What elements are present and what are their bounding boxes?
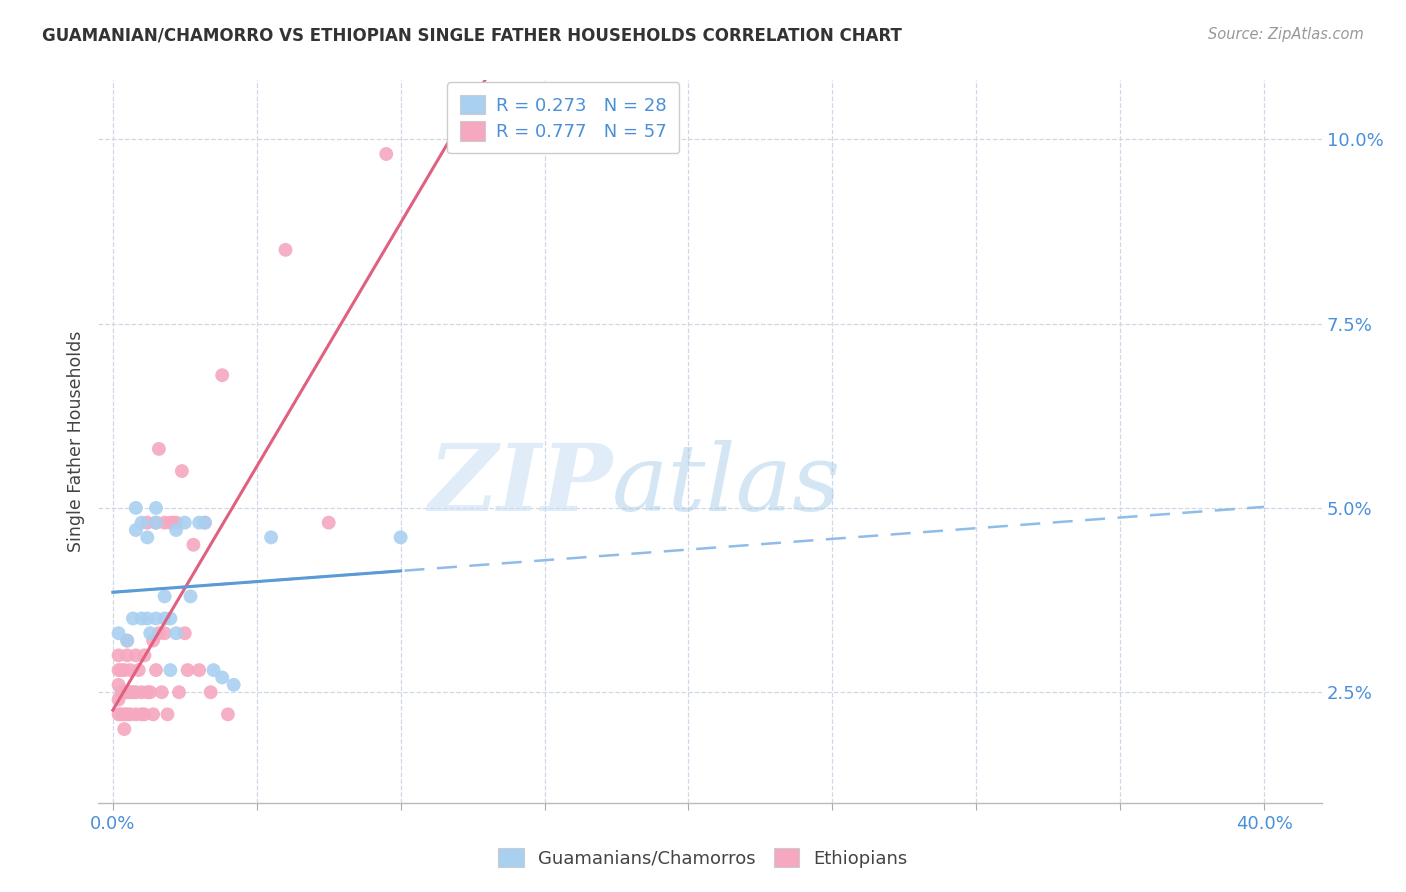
Point (167, 685, 190, 699)
Point (150, 685, 173, 699)
Point (260, 530, 283, 544)
Point (128, 663, 150, 677)
Point (222, 678, 245, 692)
Point (211, 670, 233, 684)
Point (217, 707, 239, 722)
Point (202, 663, 225, 677)
Point (112, 685, 135, 699)
Point (131, 516, 153, 530)
Point (142, 707, 165, 722)
Point (148, 626, 170, 640)
Point (375, 147, 398, 161)
Point (107, 626, 129, 640)
Point (156, 707, 179, 722)
Point (318, 516, 340, 530)
Point (211, 368, 233, 383)
Point (125, 648, 148, 663)
Point (131, 707, 153, 722)
Point (139, 626, 162, 640)
Point (131, 685, 153, 699)
Point (145, 516, 167, 530)
Point (153, 611, 176, 625)
Point (107, 663, 129, 677)
Text: atlas: atlas (612, 440, 842, 530)
Point (112, 722, 135, 736)
Point (176, 663, 198, 677)
Point (165, 516, 187, 530)
Point (188, 663, 211, 677)
Point (110, 663, 132, 677)
Point (134, 707, 156, 722)
Point (136, 530, 159, 544)
Point (170, 464, 193, 478)
Point (107, 707, 129, 722)
Text: Source: ZipAtlas.com: Source: ZipAtlas.com (1208, 27, 1364, 42)
Point (162, 516, 184, 530)
Point (110, 707, 132, 722)
Point (110, 685, 132, 699)
Point (115, 633, 138, 648)
Point (125, 523, 148, 537)
Point (142, 633, 165, 648)
Point (159, 611, 181, 625)
Point (131, 611, 153, 625)
Point (389, 530, 412, 544)
Point (148, 442, 170, 456)
Point (165, 626, 187, 640)
Point (107, 678, 129, 692)
Point (159, 663, 181, 677)
Point (115, 707, 138, 722)
Point (115, 685, 138, 699)
Point (107, 692, 129, 706)
Point (139, 685, 162, 699)
Legend: R = 0.273   N = 28, R = 0.777   N = 57: R = 0.273 N = 28, R = 0.777 N = 57 (447, 82, 679, 153)
Point (145, 500, 167, 515)
Point (112, 663, 135, 677)
Point (107, 648, 129, 663)
Point (153, 590, 176, 604)
Point (136, 685, 159, 699)
Point (136, 611, 159, 625)
Point (125, 707, 148, 722)
Point (134, 648, 156, 663)
Point (145, 516, 167, 530)
Point (274, 243, 297, 257)
Point (165, 523, 187, 537)
Point (125, 500, 148, 515)
Point (200, 685, 222, 699)
Point (136, 516, 159, 530)
Point (122, 685, 145, 699)
Point (120, 685, 142, 699)
Point (173, 626, 195, 640)
Point (173, 516, 195, 530)
Text: GUAMANIAN/CHAMORRO VS ETHIOPIAN SINGLE FATHER HOUSEHOLDS CORRELATION CHART: GUAMANIAN/CHAMORRO VS ETHIOPIAN SINGLE F… (42, 27, 903, 45)
Point (194, 516, 217, 530)
Point (125, 685, 148, 699)
Point (120, 707, 142, 722)
Point (115, 648, 138, 663)
Point (194, 516, 217, 530)
Point (145, 663, 167, 677)
Point (183, 538, 205, 552)
Point (153, 626, 176, 640)
Point (188, 516, 211, 530)
Legend: Guamanians/Chamorros, Ethiopians: Guamanians/Chamorros, Ethiopians (488, 837, 918, 879)
Point (122, 611, 145, 625)
Point (120, 663, 142, 677)
Point (153, 516, 176, 530)
Point (180, 590, 202, 604)
Point (115, 633, 138, 648)
Y-axis label: Single Father Households: Single Father Households (66, 331, 84, 552)
Point (159, 516, 181, 530)
Point (112, 707, 135, 722)
Text: ZIP: ZIP (427, 440, 612, 530)
Point (145, 611, 167, 625)
